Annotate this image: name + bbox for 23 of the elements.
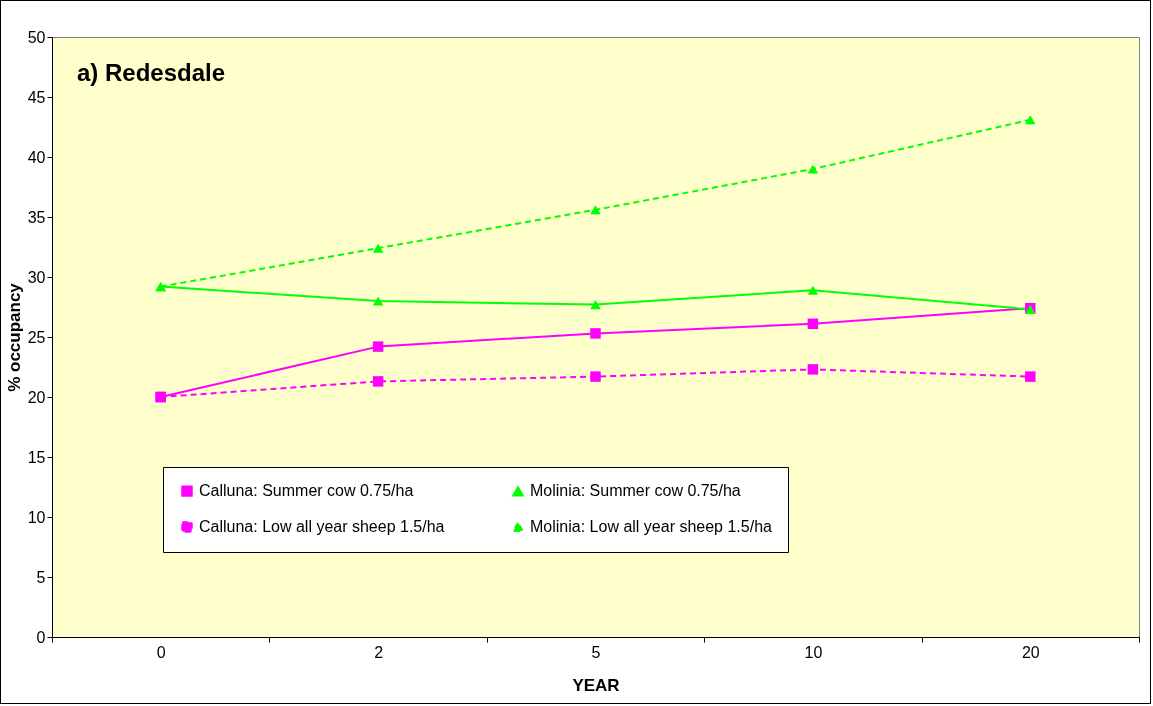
legend-label: Molinia: Summer cow 0.75/ha	[530, 482, 741, 500]
x-axis-title: YEAR	[572, 675, 620, 695]
x-tick-label: 10	[804, 643, 823, 661]
x-tick-label: 2	[374, 643, 384, 661]
y-tick-label: 35	[27, 208, 46, 226]
y-tick-label: 5	[36, 568, 46, 586]
legend-label: Calluna: Low all year sheep 1.5/ha	[199, 518, 445, 535]
legend-label: Molinia: Low all year sheep 1.5/ha	[530, 518, 773, 535]
y-tick-label: 40	[27, 148, 46, 166]
y-axis-title: % occupancy	[4, 282, 24, 392]
x-tick-label: 5	[591, 643, 601, 661]
y-tick-label: 10	[27, 508, 46, 526]
y-tick-label: 45	[27, 88, 46, 106]
y-tick-label: 20	[27, 388, 46, 406]
y-tick-label: 25	[27, 328, 46, 346]
y-tick-label: 15	[27, 448, 46, 466]
y-tick-label: 50	[27, 28, 46, 46]
y-tick-label: 30	[27, 268, 46, 286]
y-tick-label: 0	[36, 628, 46, 646]
text: a) Redesdale	[77, 59, 226, 86]
legend-label: Calluna: Summer cow 0.75/ha	[199, 482, 414, 500]
x-tick-label: 0	[156, 643, 166, 661]
x-tick-label: 20	[1021, 643, 1040, 661]
